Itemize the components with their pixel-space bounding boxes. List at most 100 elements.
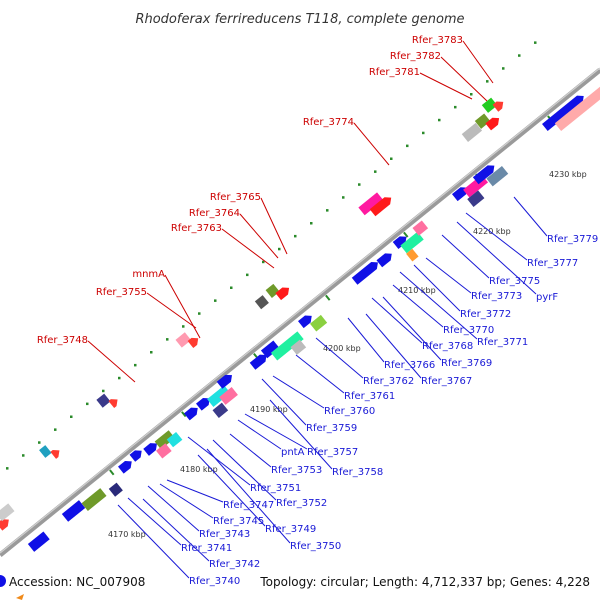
gene-block — [270, 331, 304, 361]
leader-line — [164, 274, 201, 339]
gc-dot — [102, 389, 105, 393]
leader-line — [221, 228, 275, 269]
tick-label: 4230 kbp — [549, 170, 587, 179]
gene-label[interactable]: Rfer_3740 — [189, 576, 240, 587]
gene-label[interactable]: Rfer_3745 — [213, 516, 264, 527]
gene-label[interactable]: Rfer_3770 — [443, 325, 494, 336]
tick-label: 4210 kbp — [398, 286, 436, 295]
backbone-highlight — [0, 67, 600, 554]
leader-line — [87, 340, 136, 383]
gene-block — [265, 283, 280, 298]
leader-line — [419, 72, 473, 100]
gene-block — [81, 488, 107, 511]
gene-label[interactable]: Rfer_3741 — [181, 543, 232, 554]
gene-block — [96, 393, 111, 408]
gene-block — [61, 500, 86, 522]
gene-block — [175, 332, 192, 348]
leader-line — [197, 454, 266, 527]
gene-label[interactable]: Rfer_3777 — [527, 258, 578, 269]
gc-dot — [358, 183, 361, 186]
gc-dot — [86, 402, 89, 406]
gene-label[interactable]: Rfer_3750 — [290, 541, 341, 552]
gene-label[interactable]: Rfer_3748 — [37, 335, 88, 346]
gene-label[interactable]: Rfer_3768 — [422, 341, 473, 352]
gene-label[interactable]: Rfer_3766 — [384, 360, 435, 371]
gene-block — [254, 295, 269, 310]
gene-label[interactable]: Rfer_3763 — [171, 223, 222, 234]
gene-block — [154, 430, 175, 450]
gene-label[interactable]: Rfer_3765 — [210, 192, 261, 203]
gene-label[interactable]: Rfer_3783 — [412, 35, 463, 46]
gc-dot — [454, 105, 457, 109]
gene-label[interactable]: Rfer_3743 — [199, 529, 250, 540]
gc-dot — [246, 273, 249, 277]
gene-label[interactable]: mnmA — [132, 269, 165, 280]
gene-label[interactable]: Rfer_3782 — [390, 51, 441, 62]
gene-label[interactable]: Rfer_3767 — [421, 376, 472, 387]
gene-label[interactable]: Rfer_3762 — [363, 376, 414, 387]
gene-arrow — [492, 101, 504, 112]
gene-label[interactable]: Rfer_3779 — [547, 234, 598, 245]
leader-line — [365, 313, 422, 379]
gene-label[interactable]: Rfer_3753 — [271, 465, 322, 476]
gene-label[interactable]: pntA — [281, 447, 305, 458]
leader-line — [462, 40, 494, 84]
gene-label[interactable]: Rfer_3775 — [489, 276, 540, 287]
gene-label[interactable]: Rfer_3769 — [441, 358, 492, 369]
gene-label[interactable]: pyrF — [536, 292, 558, 303]
gene-arrow — [351, 261, 378, 285]
gene-label[interactable]: Rfer_3759 — [306, 423, 357, 434]
gc-dot — [502, 67, 505, 70]
gene-label[interactable]: Rfer_3742 — [209, 559, 260, 570]
genome-summary-text: Topology: circular; Length: 4,712,337 bp… — [259, 575, 590, 589]
gc-dot — [214, 299, 217, 302]
gc-dot — [70, 415, 73, 418]
gene-label[interactable]: Rfer_3758 — [332, 467, 383, 478]
accession-text: Accession: NC_007908 — [9, 575, 145, 589]
gene-block — [412, 220, 429, 236]
gc-dot — [470, 93, 473, 96]
gene-label[interactable]: Rfer_3752 — [276, 498, 327, 509]
gene-label[interactable]: Rfer_3772 — [460, 309, 511, 320]
gc-dot — [38, 441, 41, 444]
gc-dot — [294, 234, 297, 238]
gene-block — [156, 443, 172, 459]
gene-label[interactable]: Rfer_3747 — [223, 500, 274, 511]
gene-label[interactable]: Rfer_3749 — [265, 524, 316, 535]
gene-label[interactable]: Rfer_3757 — [307, 447, 358, 458]
gene-block — [108, 482, 123, 497]
gene-arrow — [118, 461, 132, 474]
genome-backbone — [0, 68, 600, 557]
gene-block — [166, 431, 183, 448]
gc-dot — [326, 209, 329, 212]
gc-dot — [134, 363, 137, 367]
gc-dot — [374, 170, 377, 173]
gene-block — [309, 314, 328, 332]
leader-line — [513, 196, 548, 237]
gene-label[interactable]: Rfer_3773 — [471, 291, 522, 302]
gene-block — [358, 192, 384, 216]
gc-dot — [278, 247, 281, 251]
corner-marker-icon — [16, 594, 24, 600]
gene-label[interactable]: Rfer_3764 — [189, 208, 240, 219]
gene-label[interactable]: Rfer_3771 — [477, 337, 528, 348]
gene-block — [481, 97, 498, 113]
gene-label[interactable]: Rfer_3751 — [250, 483, 301, 494]
leader-line — [261, 378, 307, 426]
leader-line — [229, 433, 272, 468]
gene-label[interactable]: Rfer_3781 — [369, 67, 420, 78]
leader-line — [465, 212, 528, 261]
gene-arrow — [108, 399, 118, 409]
gc-dot — [54, 428, 57, 431]
gene-block — [0, 503, 15, 522]
leader-line — [347, 317, 385, 363]
gene-arrow — [216, 374, 232, 389]
gene-label[interactable]: Rfer_3774 — [303, 117, 354, 128]
gene-label[interactable]: Rfer_3760 — [324, 406, 375, 417]
gene-arrow — [392, 236, 407, 250]
leader-line — [244, 413, 308, 450]
leader-line — [272, 375, 325, 409]
gene-label[interactable]: Rfer_3755 — [96, 287, 147, 298]
gene-label[interactable]: Rfer_3761 — [344, 391, 395, 402]
scale-tick — [325, 294, 331, 301]
